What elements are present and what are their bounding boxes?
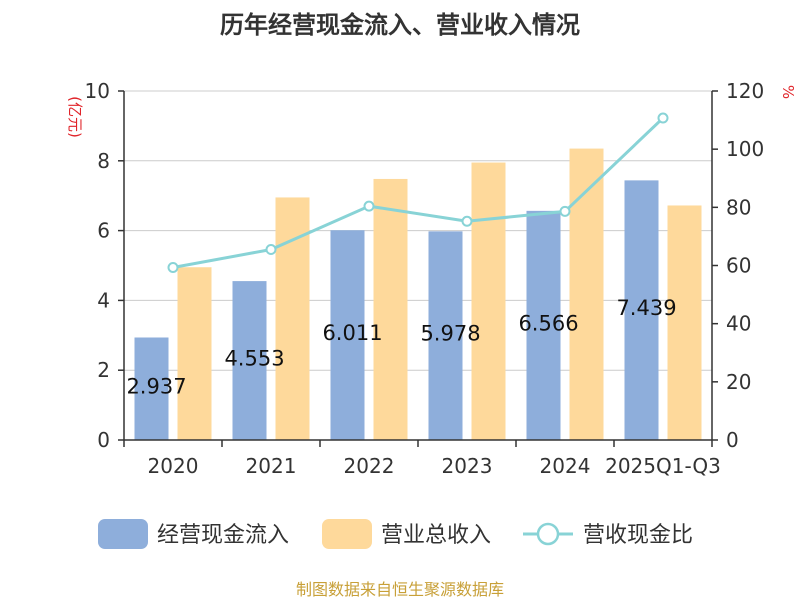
bars xyxy=(134,148,702,441)
x-tick-label: 2021 xyxy=(246,454,297,478)
data-label-cash-inflow: 4.553 xyxy=(224,347,284,371)
y-right-tick-label: 100 xyxy=(726,137,764,161)
y-right-unit-label: % xyxy=(779,85,797,99)
y-right-tick-label: 80 xyxy=(726,195,751,219)
bar-cash-inflow xyxy=(428,231,463,440)
data-label-cash-inflow: 7.439 xyxy=(616,296,676,320)
bar-revenue xyxy=(667,205,702,440)
legend: 经营现金流入 营业总收入 营收现金比 xyxy=(98,519,693,549)
bar-revenue xyxy=(275,197,310,440)
x-tick-label: 2023 xyxy=(442,454,493,478)
y-right-tick-label: 60 xyxy=(726,254,751,278)
y-left-tick-label: 10 xyxy=(85,79,110,103)
legend-swatch-marker xyxy=(536,522,560,546)
ratio-point xyxy=(559,205,571,217)
gridlines xyxy=(124,90,712,441)
bar-revenue xyxy=(471,162,506,441)
ratio-point xyxy=(167,262,179,274)
data-label-cash-inflow: 5.978 xyxy=(420,322,480,346)
x-tick-label: 2024 xyxy=(540,454,591,478)
x-tick-label: 2020 xyxy=(148,454,199,478)
bar-revenue xyxy=(373,178,408,440)
legend-label-ratio: 营收现金比 xyxy=(583,523,693,548)
y-right-tick-label: 0 xyxy=(726,428,739,452)
bar-cash-inflow xyxy=(330,230,365,440)
x-tick-label: 2022 xyxy=(344,454,395,478)
bar-cash-inflow xyxy=(134,337,169,440)
y-left-tick-label: 8 xyxy=(97,149,110,173)
ratio-point xyxy=(461,215,473,227)
ratio-point xyxy=(657,112,669,124)
bar-revenue xyxy=(569,148,604,440)
legend-label-cash-inflow: 经营现金流入 xyxy=(157,523,289,548)
y-left-tick-label: 6 xyxy=(97,219,110,243)
y-left-unit-label: (亿元) xyxy=(66,96,84,138)
bar-cash-inflow xyxy=(526,210,561,440)
bar-cash-inflow xyxy=(624,180,659,440)
y-left-tick-label: 0 xyxy=(97,428,110,452)
y-left-tick-label: 2 xyxy=(97,358,110,382)
data-label-cash-inflow: 6.566 xyxy=(518,311,578,335)
axes: 0 2 4 6 8 10(亿元) 0 20 40 60 80 100 120 % 2020 2021 2022 2… xyxy=(66,79,797,478)
legend-swatch-cash-inflow xyxy=(98,519,148,549)
data-label-cash-inflow: 6.011 xyxy=(322,321,382,345)
y-right-tick-label: 20 xyxy=(726,370,751,394)
source-note: 制图数据来自恒生聚源数据库 xyxy=(296,580,504,599)
chart-title: 历年经营现金流入、营业收入情况 xyxy=(220,11,580,39)
bar-revenue xyxy=(177,267,212,440)
ratio-line-path xyxy=(172,116,665,270)
ratio-line xyxy=(167,112,669,274)
data-label-cash-inflow: 2.937 xyxy=(126,375,186,399)
y-right-tick-label: 40 xyxy=(726,312,751,336)
y-left-tick-label: 4 xyxy=(97,288,110,312)
ratio-point xyxy=(363,200,375,212)
bar-cash-inflow xyxy=(232,281,267,440)
legend-swatch-revenue xyxy=(322,519,372,549)
ratio-point xyxy=(265,244,277,256)
data-labels: 2.937 4.553 6.011 5.978 6.566 7.439 xyxy=(126,296,676,399)
x-tick-label: 2025Q1-Q3 xyxy=(605,454,721,478)
y-right-tick-label: 120 xyxy=(726,79,764,103)
legend-label-revenue: 营业总收入 xyxy=(381,523,491,548)
